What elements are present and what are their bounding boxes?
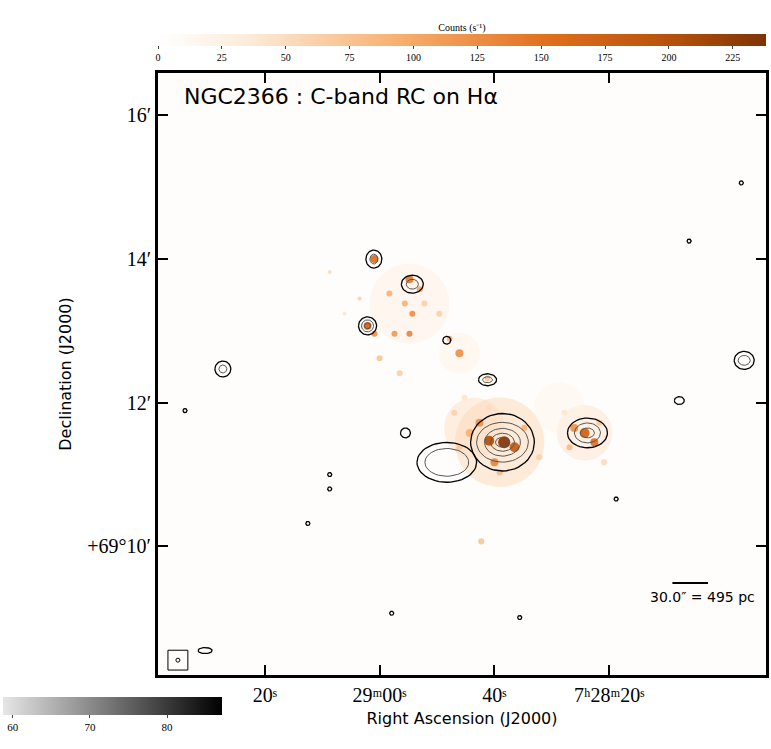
svg-text:40ˢ: 40ˢ	[482, 684, 506, 706]
svg-text:100: 100	[406, 52, 421, 63]
svg-text:60: 60	[7, 721, 19, 733]
svg-text:200: 200	[661, 52, 676, 63]
svg-text:0: 0	[156, 52, 161, 63]
svg-text:150: 150	[534, 52, 549, 63]
svg-text:12′: 12′	[127, 392, 151, 414]
svg-text:50: 50	[281, 52, 291, 63]
svg-text:75: 75	[345, 52, 355, 63]
svg-text:70: 70	[84, 721, 96, 733]
svg-text:Right Ascension (J2000): Right Ascension (J2000)	[367, 709, 558, 728]
svg-text:NGC2366 : C-band RC on Hα: NGC2366 : C-band RC on Hα	[184, 84, 498, 109]
svg-text:Declination (J2000): Declination (J2000)	[56, 297, 75, 450]
svg-text:29ᵐ00ˢ: 29ᵐ00ˢ	[353, 684, 407, 706]
svg-text:30.0″ = 495 pc: 30.0″ = 495 pc	[650, 589, 755, 605]
svg-text:175: 175	[598, 52, 613, 63]
svg-text:25: 25	[217, 52, 227, 63]
svg-text:7ʰ28ᵐ20ˢ: 7ʰ28ᵐ20ˢ	[574, 684, 644, 706]
svg-text:125: 125	[470, 52, 485, 63]
svg-text:80: 80	[162, 721, 174, 733]
svg-text:Counts (s⁻¹): Counts (s⁻¹)	[438, 22, 485, 34]
svg-text:225: 225	[725, 52, 740, 63]
svg-text:14′: 14′	[127, 248, 151, 270]
svg-text:+69°10′: +69°10′	[87, 535, 151, 557]
svg-text:16′: 16′	[127, 104, 151, 126]
svg-text:20ˢ: 20ˢ	[253, 684, 277, 706]
